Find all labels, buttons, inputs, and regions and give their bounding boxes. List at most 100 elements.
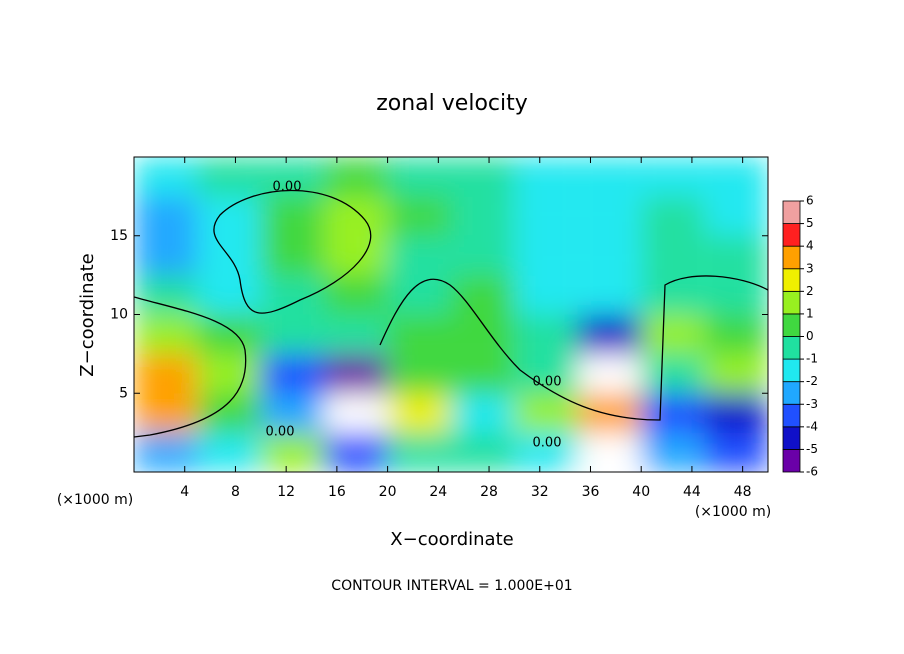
cell <box>704 275 768 315</box>
cell <box>260 275 325 315</box>
cell <box>260 196 325 236</box>
cell <box>324 393 388 433</box>
cell <box>324 353 388 394</box>
footnote: CONTOUR INTERVAL = 1.000E+01 <box>331 578 572 594</box>
cell <box>577 157 642 197</box>
cell <box>134 314 198 354</box>
cell <box>197 353 261 394</box>
colorbar-box <box>782 381 801 405</box>
cell <box>451 353 515 394</box>
colorbar-label: 4 <box>806 239 814 253</box>
cell <box>134 196 198 236</box>
contour-line <box>213 189 372 314</box>
colorbar-label: -4 <box>806 419 818 433</box>
cell <box>197 393 261 433</box>
contour-line <box>133 296 247 438</box>
cell <box>260 314 325 354</box>
colorbar-label: 2 <box>806 284 814 298</box>
colorbar-box <box>782 290 801 315</box>
colorbar-box <box>782 403 801 428</box>
x-tick-label: 32 <box>531 484 549 500</box>
cell <box>577 235 642 276</box>
colorbar-label: -1 <box>806 352 818 366</box>
colorbar-label: -2 <box>806 374 818 388</box>
cell <box>451 275 515 315</box>
colorbar-box <box>782 449 801 473</box>
cell <box>197 432 261 472</box>
cell <box>387 157 451 197</box>
cell <box>387 314 451 354</box>
cell <box>704 235 768 276</box>
colorbar-box <box>782 336 801 360</box>
cell <box>641 432 705 472</box>
x-unit: (×1000 m) <box>57 492 133 508</box>
cell <box>324 432 388 472</box>
x-tick-label: 28 <box>480 484 498 500</box>
contour-label: 0.00 <box>533 436 562 451</box>
cell <box>704 314 768 354</box>
colorbar-label: -5 <box>806 442 818 456</box>
x-tick-label: 12 <box>277 484 295 500</box>
x-tick-label: 44 <box>683 484 701 500</box>
cell <box>260 353 325 394</box>
y-tick-label: 5 <box>119 385 128 401</box>
cell <box>514 432 578 472</box>
cell <box>197 275 261 315</box>
cell <box>577 432 642 472</box>
colorbar-box <box>782 223 801 247</box>
cell <box>577 275 642 315</box>
cell <box>134 393 198 433</box>
cell <box>197 196 261 236</box>
cell <box>197 157 261 197</box>
cell <box>387 432 451 472</box>
cell <box>387 393 451 433</box>
x-tick-label: 4 <box>180 484 189 500</box>
cell <box>514 235 578 276</box>
cell <box>514 314 578 354</box>
cell <box>197 314 261 354</box>
cell <box>324 275 388 315</box>
cell <box>260 432 325 472</box>
cell <box>514 157 578 197</box>
cell <box>134 353 198 394</box>
x-tick-label: 40 <box>632 484 650 500</box>
cell <box>324 314 388 354</box>
colorbar-label: -6 <box>806 465 818 479</box>
cell <box>577 196 642 236</box>
cell <box>451 235 515 276</box>
y-tick-label: 10 <box>110 307 128 323</box>
colorbar-label: 6 <box>806 194 814 208</box>
cell <box>704 393 768 433</box>
cell <box>451 196 515 236</box>
cell <box>514 196 578 236</box>
x-tick-label: 16 <box>328 484 346 500</box>
cell <box>704 353 768 394</box>
cell <box>577 393 642 433</box>
cell <box>260 393 325 433</box>
cell <box>134 235 198 276</box>
x-tick-label: 8 <box>231 484 240 500</box>
cell <box>514 393 578 433</box>
cell <box>134 157 198 197</box>
cell <box>704 196 768 236</box>
field <box>134 157 768 472</box>
cell <box>387 196 451 236</box>
x-tick-label: 48 <box>734 484 752 500</box>
cell <box>451 393 515 433</box>
x-tick-label: 20 <box>379 484 397 500</box>
contour-label: 0.00 <box>533 375 562 390</box>
cell <box>451 157 515 197</box>
field-clip <box>134 157 768 472</box>
cell <box>704 432 768 472</box>
colorbar-label: 5 <box>806 216 814 230</box>
cell <box>641 196 705 236</box>
cell <box>197 235 261 276</box>
colorbar-box <box>782 313 801 337</box>
colorbar-box <box>782 358 801 383</box>
x-tick-label: 24 <box>429 484 447 500</box>
colorbar-box <box>782 200 801 224</box>
cell <box>387 353 451 394</box>
cell <box>641 393 705 433</box>
cell <box>134 432 198 472</box>
